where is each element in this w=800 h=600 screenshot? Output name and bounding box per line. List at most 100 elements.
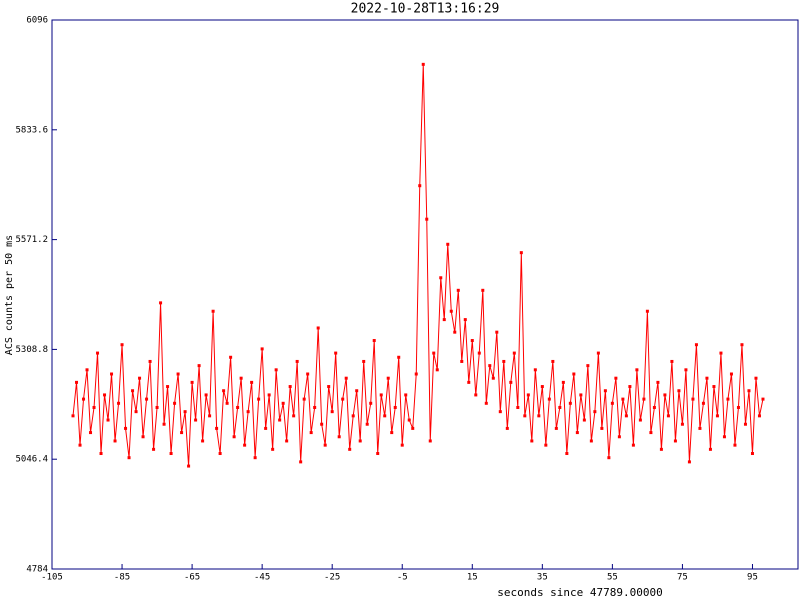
data-point (145, 397, 149, 401)
data-point (225, 401, 229, 405)
data-point (183, 410, 187, 414)
x-tick-label: 55 (607, 573, 618, 583)
data-point (208, 414, 212, 418)
data-point (264, 426, 268, 430)
data-point (502, 359, 506, 363)
data-point (92, 405, 96, 409)
data-point (495, 330, 499, 334)
data-point (481, 288, 485, 292)
data-point (691, 397, 695, 401)
data-point (565, 452, 569, 456)
data-point (106, 418, 110, 422)
data-point (379, 393, 383, 397)
data-point (722, 435, 726, 439)
data-point (278, 418, 282, 422)
data-point (446, 242, 450, 246)
data-point (365, 422, 369, 426)
data-point (652, 405, 656, 409)
data-point (624, 414, 628, 418)
data-point (127, 456, 131, 460)
data-point (120, 343, 124, 347)
data-point (614, 376, 618, 380)
data-point (131, 389, 135, 393)
data-point (141, 435, 145, 439)
y-tick-label: 5571.2 (15, 235, 48, 245)
data-point (418, 184, 422, 188)
data-point (201, 439, 205, 443)
data-point (561, 380, 565, 384)
data-point (369, 401, 373, 405)
data-point (533, 368, 537, 372)
x-tick-label: 15 (467, 573, 478, 583)
data-point (589, 439, 593, 443)
data-point (285, 439, 289, 443)
data-point (670, 359, 674, 363)
data-point (320, 422, 324, 426)
data-point (180, 431, 184, 435)
x-tick-label: -65 (184, 573, 200, 583)
data-point (89, 431, 93, 435)
data-point (190, 380, 194, 384)
data-point (215, 426, 219, 430)
plot-frame (51, 19, 799, 570)
data-point (176, 372, 180, 376)
data-point (96, 351, 100, 355)
y-tick-label: 5308.8 (15, 345, 48, 355)
data-line (72, 64, 764, 467)
data-point (663, 393, 667, 397)
data-point (575, 431, 579, 435)
data-point (474, 393, 478, 397)
data-point (719, 351, 723, 355)
data-point (257, 397, 261, 401)
data-point (610, 401, 614, 405)
data-point (246, 410, 250, 414)
data-point (456, 288, 460, 292)
x-tick-label: -85 (114, 573, 130, 583)
data-point (148, 359, 152, 363)
data-point (530, 439, 534, 443)
data-point (684, 368, 688, 372)
data-point (337, 435, 341, 439)
x-tick-label: 75 (677, 573, 688, 583)
data-point (302, 397, 306, 401)
data-point (477, 351, 481, 355)
data-point (162, 422, 166, 426)
data-point (628, 385, 632, 389)
data-point (582, 418, 586, 422)
data-point (705, 376, 709, 380)
data-point (267, 393, 271, 397)
data-point (197, 364, 201, 368)
data-point (729, 372, 733, 376)
data-point (736, 405, 740, 409)
data-point (540, 385, 544, 389)
data-point (701, 401, 705, 405)
data-point (677, 389, 681, 393)
data-point (638, 418, 642, 422)
data-point (421, 62, 425, 66)
data-point (222, 389, 226, 393)
data-point (523, 414, 527, 418)
data-point (708, 447, 712, 451)
data-point (621, 397, 625, 401)
data-point (449, 309, 453, 313)
data-point (526, 393, 530, 397)
data-point (138, 376, 142, 380)
data-point (236, 405, 240, 409)
x-axis-label: seconds since 47789.00000 (497, 586, 663, 599)
data-point (344, 376, 348, 380)
data-point (313, 405, 317, 409)
y-tick-label: 4784 (26, 565, 48, 575)
data-point (243, 443, 247, 447)
y-tick-label: 6096 (26, 16, 48, 26)
data-point (155, 405, 159, 409)
data-point (453, 330, 457, 334)
data-point (645, 309, 649, 313)
data-point (442, 318, 446, 322)
data-point (547, 397, 551, 401)
data-point (334, 351, 338, 355)
y-tick-label: 5833.6 (15, 125, 48, 135)
data-point (330, 410, 334, 414)
data-point (666, 414, 670, 418)
data-point (169, 452, 173, 456)
data-point (649, 431, 653, 435)
